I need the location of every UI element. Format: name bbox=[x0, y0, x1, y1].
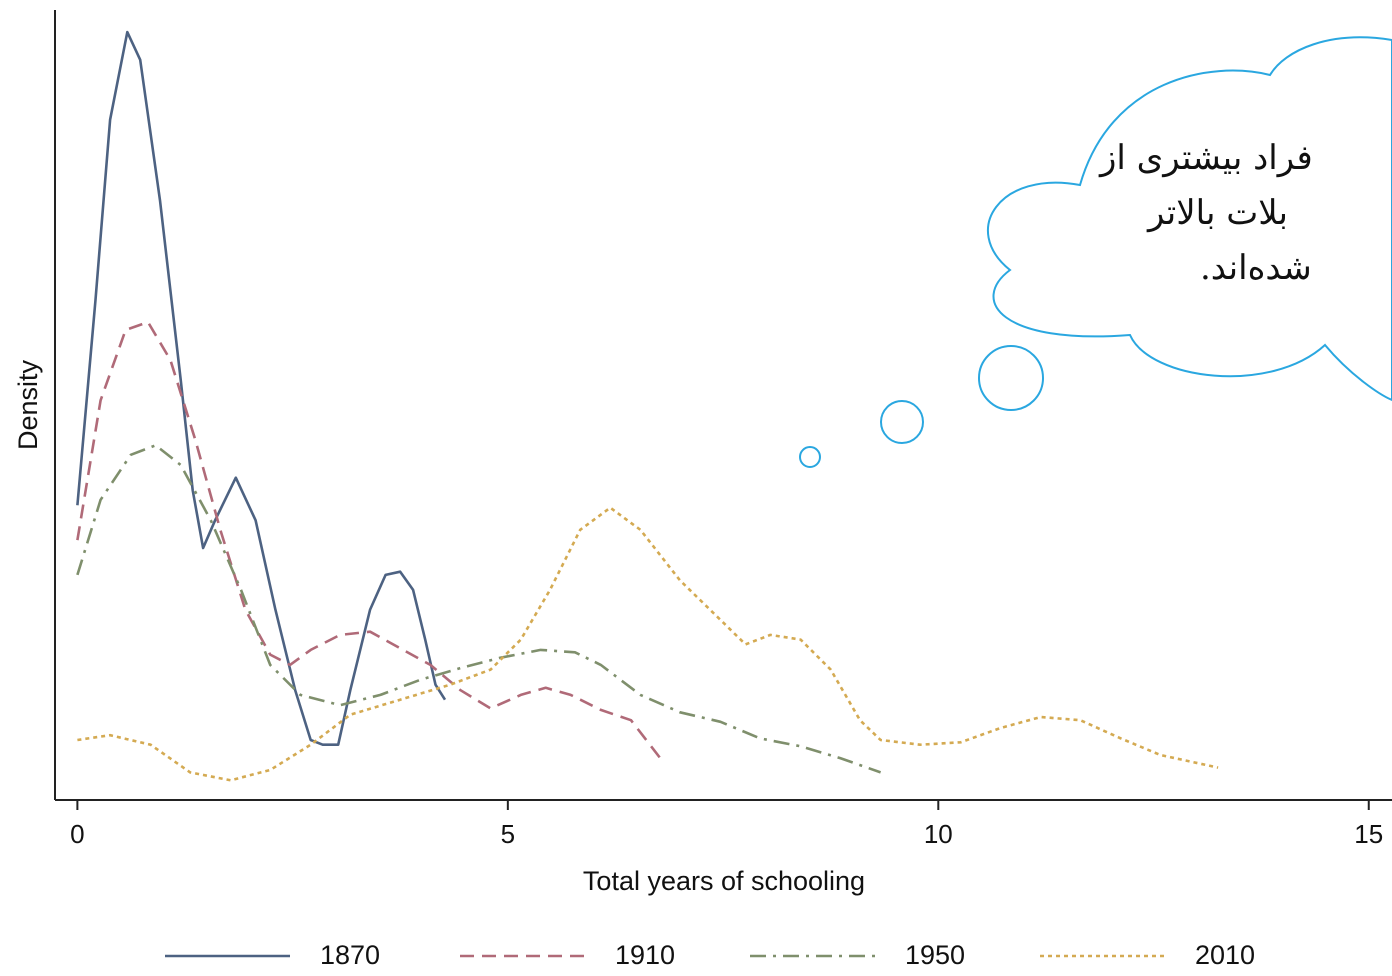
annotation-line: فراد بیشتری از bbox=[1098, 138, 1313, 178]
legend-label: 1910 bbox=[615, 940, 675, 970]
series-line bbox=[77, 506, 1219, 782]
bubble-small bbox=[799, 446, 821, 468]
x-tick-label: 10 bbox=[924, 819, 953, 849]
bubble-medium bbox=[880, 400, 924, 444]
x-axis-label: Total years of schooling bbox=[583, 866, 865, 896]
x-tick-label: 5 bbox=[501, 819, 515, 849]
y-axis-label: Density bbox=[13, 359, 43, 450]
series-line bbox=[76, 30, 447, 747]
x-tick-label: 0 bbox=[70, 819, 84, 849]
series-line bbox=[76, 320, 662, 759]
legend-label: 2010 bbox=[1195, 940, 1255, 970]
plot bbox=[76, 30, 1219, 782]
annotation-line: شده‌اند. bbox=[1200, 248, 1312, 288]
x-tick-label: 15 bbox=[1354, 819, 1383, 849]
annotation-line: بلات بالاتر bbox=[1146, 193, 1288, 233]
legend-label: 1870 bbox=[320, 940, 380, 970]
series-line bbox=[76, 443, 882, 774]
thought-bubble bbox=[799, 36, 1392, 468]
cloud bbox=[987, 36, 1392, 402]
bubble-large bbox=[978, 345, 1044, 411]
legend-label: 1950 bbox=[905, 940, 965, 970]
